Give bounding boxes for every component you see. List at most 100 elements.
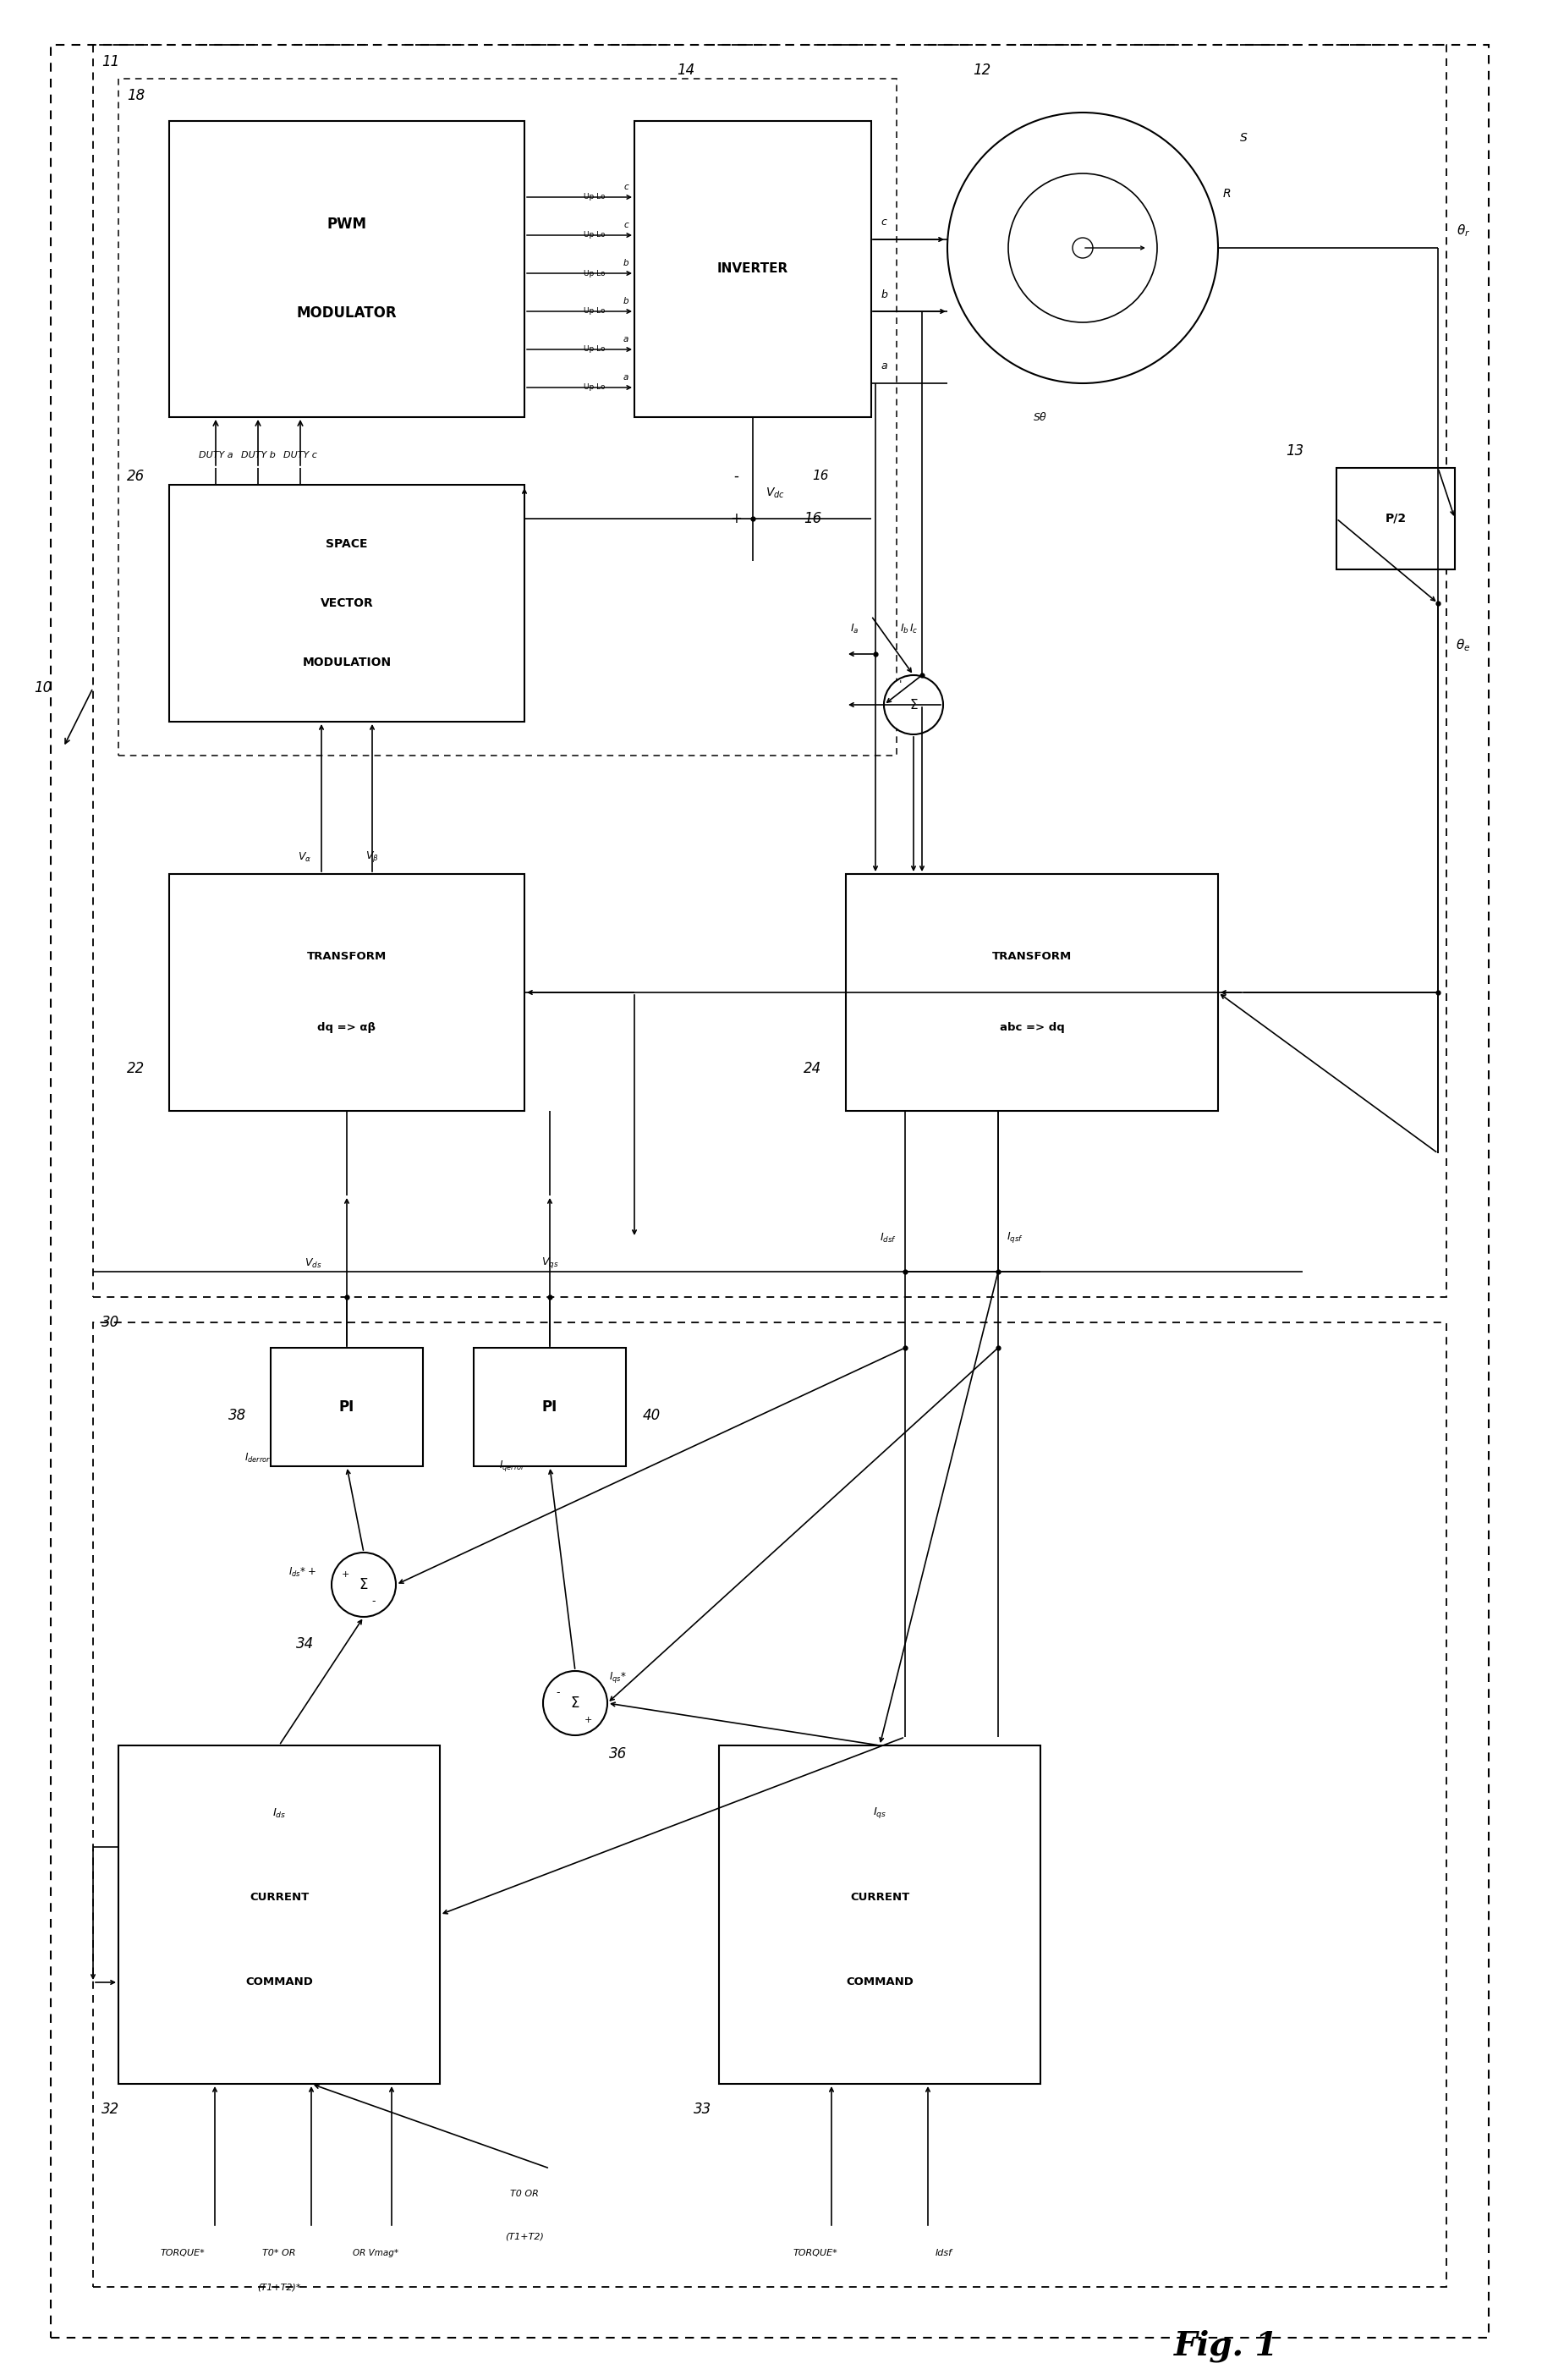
Text: $I_a$: $I_a$	[850, 621, 857, 635]
Text: c: c	[623, 221, 628, 228]
Text: $V_\alpha$: $V_\alpha$	[298, 850, 311, 864]
Text: 10: 10	[34, 681, 52, 695]
Text: $I_c$: $I_c$	[908, 621, 917, 635]
Text: $I_{qs}$*: $I_{qs}$*	[609, 1671, 626, 1685]
Text: TRANSFORM: TRANSFORM	[307, 952, 387, 962]
Text: R: R	[1221, 188, 1231, 200]
Text: c: c	[880, 217, 887, 228]
Bar	[93, 1323, 1446, 2287]
Text: $V_\beta$: $V_\beta$	[365, 850, 379, 864]
Text: $I_b$: $I_b$	[899, 621, 908, 635]
Text: DUTY b: DUTY b	[241, 450, 274, 459]
Circle shape	[884, 676, 942, 735]
Text: DUTY c: DUTY c	[284, 450, 318, 459]
Text: $\theta_r$: $\theta_r$	[1456, 224, 1470, 238]
Text: COMMAND: COMMAND	[845, 1978, 913, 1987]
Bar	[170, 873, 524, 1111]
Text: $I_{qsf}$: $I_{qsf}$	[1005, 1230, 1022, 1245]
Text: TRANSFORM: TRANSFORM	[992, 952, 1072, 962]
Text: Up Lo: Up Lo	[583, 383, 604, 390]
Text: CURRENT: CURRENT	[250, 1892, 308, 1904]
Text: Up Lo: Up Lo	[583, 269, 604, 276]
Text: $V_{dc}$: $V_{dc}$	[765, 486, 785, 500]
Text: 26: 26	[126, 469, 145, 483]
Text: b: b	[880, 288, 887, 300]
Text: 16: 16	[811, 469, 828, 483]
Circle shape	[332, 1552, 396, 1616]
Text: T0* OR: T0* OR	[262, 2249, 296, 2256]
Text: OR Vmag*: OR Vmag*	[353, 2249, 398, 2256]
Bar	[119, 79, 896, 754]
Text: $\theta_e$: $\theta_e$	[1456, 638, 1470, 655]
Text: 38: 38	[228, 1409, 247, 1423]
Text: $I_{qs}$: $I_{qs}$	[873, 1806, 887, 1821]
Text: a: a	[880, 362, 887, 371]
Bar	[719, 1745, 1039, 2085]
Text: $I_{qerror}$: $I_{qerror}$	[498, 1459, 526, 1473]
Text: 32: 32	[102, 2102, 119, 2116]
Text: 12: 12	[971, 62, 990, 79]
Text: 33: 33	[694, 2102, 711, 2116]
Text: Fig. 1: Fig. 1	[1173, 2330, 1278, 2363]
Text: -: -	[557, 1687, 560, 1699]
Text: $I_{derror}$: $I_{derror}$	[244, 1452, 270, 1464]
Text: MODULATOR: MODULATOR	[296, 307, 396, 321]
Text: 34: 34	[296, 1637, 315, 1652]
Text: b: b	[623, 298, 629, 305]
Text: 16: 16	[803, 512, 820, 526]
Text: $\Sigma$: $\Sigma$	[359, 1578, 369, 1592]
Text: SPACE: SPACE	[325, 538, 367, 550]
Text: TORQUE*: TORQUE*	[160, 2249, 205, 2256]
Text: 11: 11	[102, 55, 119, 69]
Text: +: +	[729, 512, 742, 526]
Text: 18: 18	[126, 88, 145, 102]
Text: PI: PI	[541, 1399, 557, 1414]
Text: -: -	[732, 469, 739, 483]
Bar	[1335, 469, 1454, 569]
Text: COMMAND: COMMAND	[245, 1978, 313, 1987]
Text: $I_{ds}$* +: $I_{ds}$* +	[288, 1566, 318, 1578]
Text: +: +	[583, 1716, 592, 1723]
Text: CURRENT: CURRENT	[850, 1892, 908, 1904]
Text: 36: 36	[609, 1747, 626, 1761]
Bar	[845, 873, 1217, 1111]
Text: $I_{ds}$: $I_{ds}$	[271, 1806, 285, 1821]
Text: PI: PI	[339, 1399, 355, 1414]
Text: (T1+T2): (T1+T2)	[504, 2232, 543, 2240]
Text: 14: 14	[677, 62, 694, 79]
Text: $\Sigma$: $\Sigma$	[571, 1695, 580, 1711]
Text: $S\theta$: $S\theta$	[1033, 412, 1047, 424]
Circle shape	[947, 112, 1217, 383]
Text: 22: 22	[126, 1061, 145, 1076]
Text: $V_{ds}$: $V_{ds}$	[304, 1257, 321, 1269]
Text: 24: 24	[803, 1061, 820, 1076]
Text: Up Lo: Up Lo	[583, 193, 604, 200]
Bar	[170, 486, 524, 721]
Text: PWM: PWM	[327, 217, 367, 233]
Bar	[93, 45, 1446, 1297]
Text: Up Lo: Up Lo	[583, 231, 604, 238]
Text: c: c	[623, 183, 628, 190]
Text: Up Lo: Up Lo	[583, 345, 604, 352]
Text: MODULATION: MODULATION	[302, 657, 392, 669]
Text: +: +	[341, 1571, 348, 1578]
Bar	[270, 1347, 423, 1466]
Text: $V_{qs}$: $V_{qs}$	[541, 1257, 558, 1271]
Text: -: -	[372, 1597, 376, 1607]
Text: S: S	[1240, 131, 1246, 143]
Text: VECTOR: VECTOR	[321, 597, 373, 609]
Text: TORQUE*: TORQUE*	[793, 2249, 837, 2256]
Text: Up Lo: Up Lo	[583, 307, 604, 314]
Text: 40: 40	[643, 1409, 660, 1423]
Bar	[170, 121, 524, 416]
Text: dq => αβ: dq => αβ	[318, 1023, 376, 1033]
Text: $\Sigma$: $\Sigma$	[908, 697, 917, 712]
Text: 13: 13	[1284, 443, 1303, 459]
Text: T0 OR: T0 OR	[510, 2190, 538, 2199]
Text: b: b	[623, 259, 629, 267]
Text: 30: 30	[102, 1314, 119, 1330]
Text: P/2: P/2	[1385, 512, 1405, 524]
Text: a: a	[623, 374, 628, 381]
Circle shape	[1072, 238, 1092, 257]
Text: DUTY a: DUTY a	[199, 450, 233, 459]
